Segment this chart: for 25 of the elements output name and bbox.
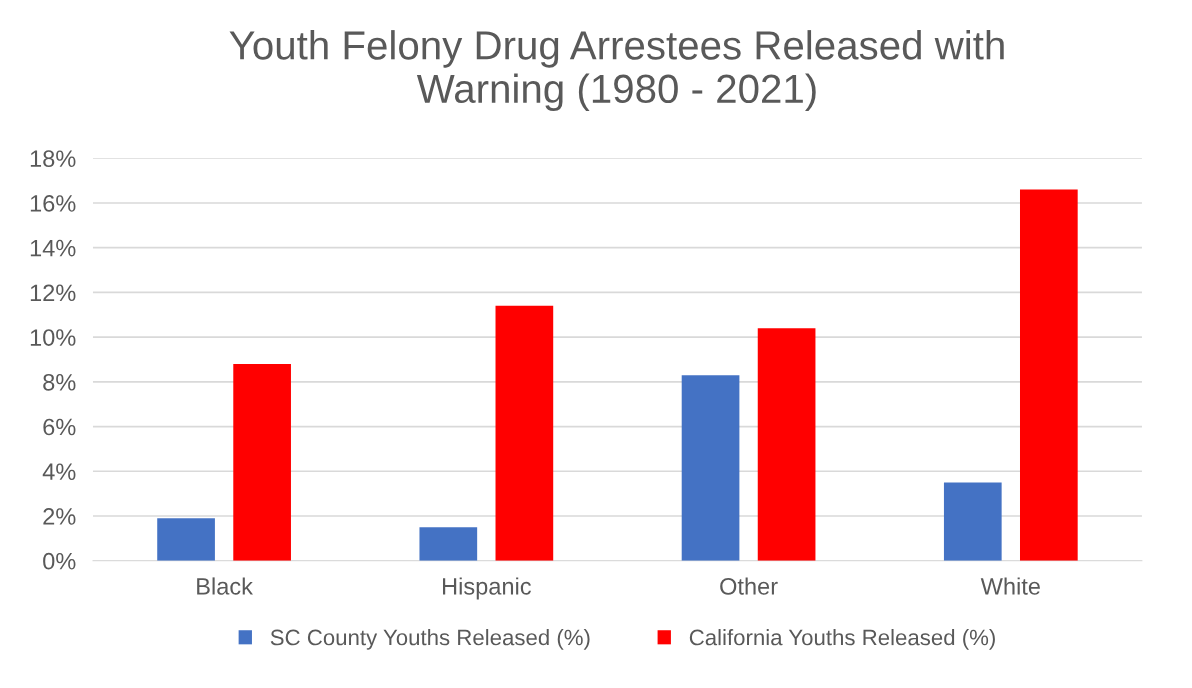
bar	[233, 363, 291, 561]
bar	[681, 375, 740, 561]
x-tick-label: Black	[197, 577, 253, 595]
y-tick-label: 0%	[43, 552, 76, 570]
bar	[495, 305, 554, 561]
x-tick-label: Hispanic	[443, 577, 531, 600]
x-tick-label: White	[980, 577, 1040, 595]
y-tick-label: 18%	[30, 150, 76, 168]
bar	[157, 518, 215, 561]
legend-label: SC County Youths Released (%)	[270, 629, 590, 650]
y-tick-label: 8%	[43, 373, 76, 391]
chart-title: Youth Felony Drug Arrestees Released with Warning (1980 - 2021)	[229, 30, 1004, 112]
y-tick-label: 6%	[43, 418, 76, 436]
y-tick-label: 10%	[30, 329, 76, 346]
y-tick-label: 12%	[30, 284, 76, 302]
bar	[757, 328, 816, 561]
bar	[419, 527, 478, 561]
legend-label: California Youths Released (%)	[689, 629, 995, 650]
bar	[1019, 189, 1078, 561]
bar	[943, 482, 1002, 561]
y-tick-label: 2%	[43, 508, 76, 525]
y-tick-label: 16%	[30, 195, 76, 212]
x-tick-label: Other	[720, 577, 778, 595]
y-tick-label: 14%	[30, 239, 76, 257]
y-tick-label: 4%	[42, 463, 76, 480]
